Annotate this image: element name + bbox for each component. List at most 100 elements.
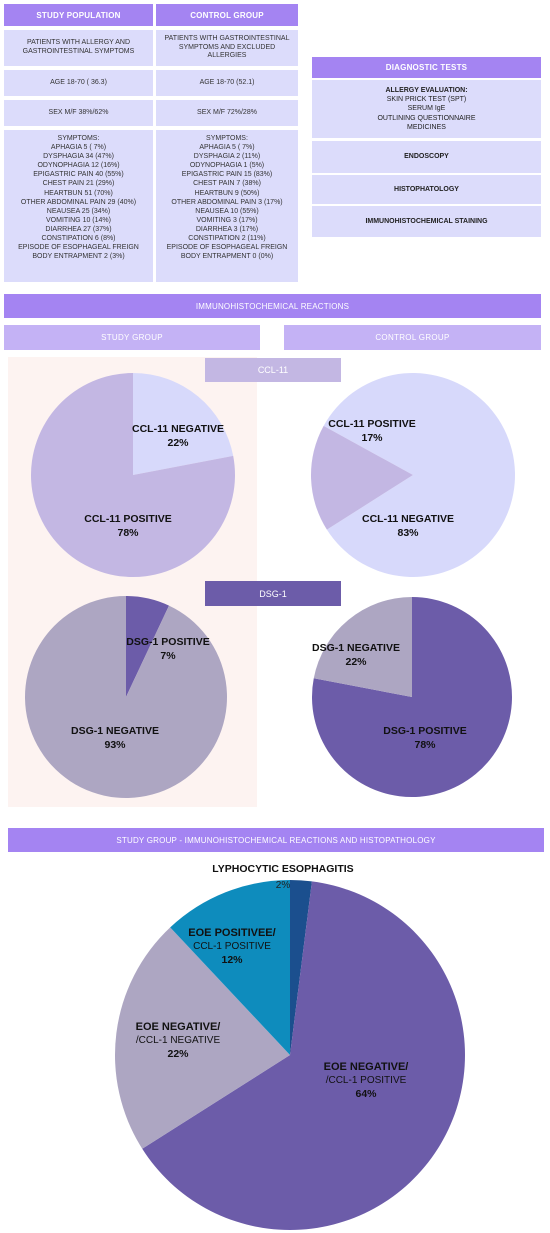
allergy-item: MEDICINES bbox=[407, 123, 446, 131]
symptom-line: EPIGASTRIC PAIN 40 (55%) bbox=[33, 171, 124, 179]
study-description-cell: PATIENTS WITH ALLERGY AND GASTROINTESTIN… bbox=[4, 30, 153, 66]
symptom-line: BODY ENTRAPMENT 2 (3%) bbox=[32, 253, 125, 261]
slice-percent: 64% bbox=[355, 1088, 377, 1100]
symptom-line: EPISODE OF ESOPHAGEAL FREIGN bbox=[166, 244, 288, 252]
slice-label: EOE POSITIVEE/ bbox=[188, 927, 275, 939]
slice-percent: 22% bbox=[167, 437, 189, 449]
symptom-line: APHAGIA 5 ( 7%) bbox=[50, 144, 107, 152]
control-group-header-2: CONTROL GROUP bbox=[284, 325, 541, 350]
slice-label: DSG-1 POSITIVE bbox=[126, 636, 209, 648]
slice-percent: 22% bbox=[167, 1048, 189, 1060]
slice-percent: 7% bbox=[160, 650, 176, 662]
pie-chart-3: DSG-1 POSITIVE 7% DSG-1 NEGATIVE 93% bbox=[25, 596, 228, 798]
symptom-line: VOMITING 3 (17%) bbox=[196, 216, 258, 224]
slice-percent: 83% bbox=[397, 527, 419, 539]
slice-label: CCL-11 POSITIVE bbox=[328, 418, 416, 430]
slice-percent: 12% bbox=[221, 954, 243, 966]
allergy-evaluation-title: ALLERGY EVALUATION: bbox=[385, 87, 468, 95]
symptom-line: CONSTIPATION 6 (8%) bbox=[41, 235, 116, 243]
symptom-line: ODYNOPHAGIA 1 (5%) bbox=[189, 162, 265, 170]
pie-slice-dsg-1-negative bbox=[313, 597, 412, 697]
pie-slice-ccl-11-negative bbox=[133, 373, 234, 475]
symptom-line: SYMPTOMS: bbox=[206, 135, 248, 142]
pie-chart-1: CCL-11 NEGATIVE 22% CCL-11 POSITIVE 78% bbox=[30, 373, 235, 578]
pie-slice-eoe-positivee-ccl-1-positive bbox=[170, 880, 290, 1055]
pie-chart-5: LYPHOCYTIC ESOPHAGITIS 2% EOE NEGATIVE/ /CC… bbox=[114, 863, 465, 1231]
pie-slice-ccl-11-positive bbox=[30, 373, 235, 578]
symptom-line: EPISODE OF ESOPHAGEAL FREIGN bbox=[18, 244, 139, 252]
symptom-line: CHEST PAIN 21 (29%) bbox=[42, 180, 115, 188]
symptom-line: ODYNOPHAGIA 12 (16%) bbox=[37, 162, 120, 170]
symptom-line: DYSPHAGIA 34 (47%) bbox=[43, 153, 114, 161]
pie-slice-ccl-11-negative bbox=[323, 372, 516, 577]
symptom-line: EPIGASTRIC PAIN 15 (83%) bbox=[181, 171, 273, 179]
symptom-line: DIARRHEA 27 (37%) bbox=[45, 225, 112, 233]
histopathology-label: HISTOPHATOLOGY bbox=[394, 185, 459, 193]
symptom-line: CHEST PAIN 7 (38%) bbox=[193, 180, 261, 188]
pie-slice-eoe-negative-ccl-1-negative bbox=[114, 927, 291, 1149]
symptom-line: OTHER ABDOMINAL PAIN 29 (40%) bbox=[20, 198, 137, 206]
endoscopy-label: ENDOSCOPY bbox=[404, 153, 449, 161]
symptom-line: HEARTBUN 51 (70%) bbox=[44, 189, 113, 197]
slice-label: DSG-1 NEGATIVE bbox=[71, 725, 159, 737]
allergy-item: SKIN PRICK TEST (SPT) bbox=[386, 96, 467, 104]
symptom-line: SYMPTOMS: bbox=[57, 135, 100, 142]
slice-label: /CCL-1 POSITIVE bbox=[326, 1075, 407, 1086]
symptom-line: HEARTBUN 9 (50%) bbox=[194, 189, 260, 197]
symptom-line: VOMITING 10 (14%) bbox=[46, 216, 111, 224]
slice-label: CCL-11 POSITIVE bbox=[84, 513, 172, 525]
ccl-11-pill: CCL-11 bbox=[205, 358, 341, 382]
symptom-line: APHAGIA 5 ( 7%) bbox=[199, 144, 255, 152]
dsg-1-pill: DSG-1 bbox=[205, 581, 341, 606]
slice-percent: 93% bbox=[104, 739, 126, 751]
pie-chart-2: CCL-11 NEGATIVE 83% CCL-11 POSITIVE 17% bbox=[311, 372, 516, 577]
slice-label: EOE NEGATIVE/ bbox=[324, 1061, 409, 1073]
slice-label: DSG-1 POSITIVE bbox=[383, 725, 466, 737]
symptom-line: DYSPHAGIA 2 (11%) bbox=[193, 153, 261, 161]
control-symptoms-cell: SYMPTOMS: APHAGIA 5 ( 7%) DYSPHAGIA 2 (1… bbox=[156, 130, 298, 282]
control-age-cell: AGE 18-70 (52.1) bbox=[156, 70, 298, 96]
diagnostic-tests-header: DIAGNOSTIC TESTS bbox=[312, 57, 541, 78]
pie-slice-ccl-11-positive bbox=[311, 425, 413, 530]
pie-slice-eoe-negative-ccl-1-positive bbox=[142, 881, 465, 1231]
pie-slice-dsg-1-positive bbox=[311, 597, 512, 797]
slice-percent: 17% bbox=[361, 432, 383, 444]
slice-label: DSG-1 NEGATIVE bbox=[312, 642, 400, 654]
slice-percent: 78% bbox=[414, 739, 436, 751]
allergy-item: OUTLINING QUESTIONNAIRE bbox=[377, 114, 476, 122]
slice-percent: 22% bbox=[345, 656, 367, 668]
slice-percent: 78% bbox=[117, 527, 139, 539]
symptom-line: CONSTIPATION 2 (11%) bbox=[188, 235, 266, 243]
symptom-line: DIARRHEA 3 (17%) bbox=[195, 225, 259, 233]
slice-label: CCL-1 POSITIVE bbox=[193, 941, 271, 952]
slice-label: CCL-11 NEGATIVE bbox=[362, 513, 454, 525]
symptom-line: OTHER ABDOMINAL PAIN 3 (17%) bbox=[171, 198, 283, 206]
pie-chart-4: DSG-1 POSITIVE 78% DSG-1 NEGATIVE 22% bbox=[311, 597, 512, 797]
symptom-line: NEAUSEA 25 (34%) bbox=[46, 207, 111, 215]
slice-label: EOE NEGATIVE/ bbox=[136, 1021, 221, 1033]
study-age-cell: AGE 18-70 ( 36.3) bbox=[4, 70, 153, 96]
control-group-header: CONTROL GROUP bbox=[156, 4, 298, 26]
pie-slice-lyphocytic-esophagitis bbox=[290, 880, 312, 1055]
pie-slice-dsg-1-positive bbox=[126, 596, 169, 697]
immunohistochemical-banner: IMMUNOHISTOCHEMICAL REACTIONS bbox=[4, 294, 541, 318]
control-description-cell: PATIENTS WITH GASTROINTESTINAL SYMPTOMS … bbox=[156, 30, 298, 66]
slice-label: /CCL-1 NEGATIVE bbox=[136, 1035, 221, 1046]
symptom-line: BODY ENTRAPMENT 0 (0%) bbox=[180, 253, 274, 261]
slice-percent: 2% bbox=[276, 880, 291, 891]
staining-cell: IMMUNOHISTOCHEMICAL STAINING bbox=[312, 206, 541, 237]
study-group-header: STUDY GROUP bbox=[4, 325, 260, 350]
allergy-item: SERUM IgE bbox=[407, 105, 446, 113]
slice-label: LYPHOCYTIC ESOPHAGITIS bbox=[212, 863, 353, 875]
study-population-header: STUDY POPULATION bbox=[4, 4, 153, 26]
study-sex-cell: SEX M/F 38%/62% bbox=[4, 100, 153, 126]
endoscopy-cell: ENDOSCOPY bbox=[312, 141, 541, 173]
staining-label: IMMUNOHISTOCHEMICAL STAINING bbox=[365, 217, 488, 225]
histopathology-cell: HISTOPHATOLOGY bbox=[312, 175, 541, 204]
control-sex-cell: SEX M/F 72%/28% bbox=[156, 100, 298, 126]
allergy-evaluation-cell: ALLERGY EVALUATION: SKIN PRICK TEST (SPT… bbox=[312, 80, 541, 138]
symptom-line: NEAUSEA 10 (55%) bbox=[195, 207, 259, 215]
slice-label: CCL-11 NEGATIVE bbox=[132, 423, 224, 435]
study-symptoms-cell: SYMPTOMS: APHAGIA 5 ( 7%) DYSPHAGIA 34 (… bbox=[4, 130, 153, 282]
